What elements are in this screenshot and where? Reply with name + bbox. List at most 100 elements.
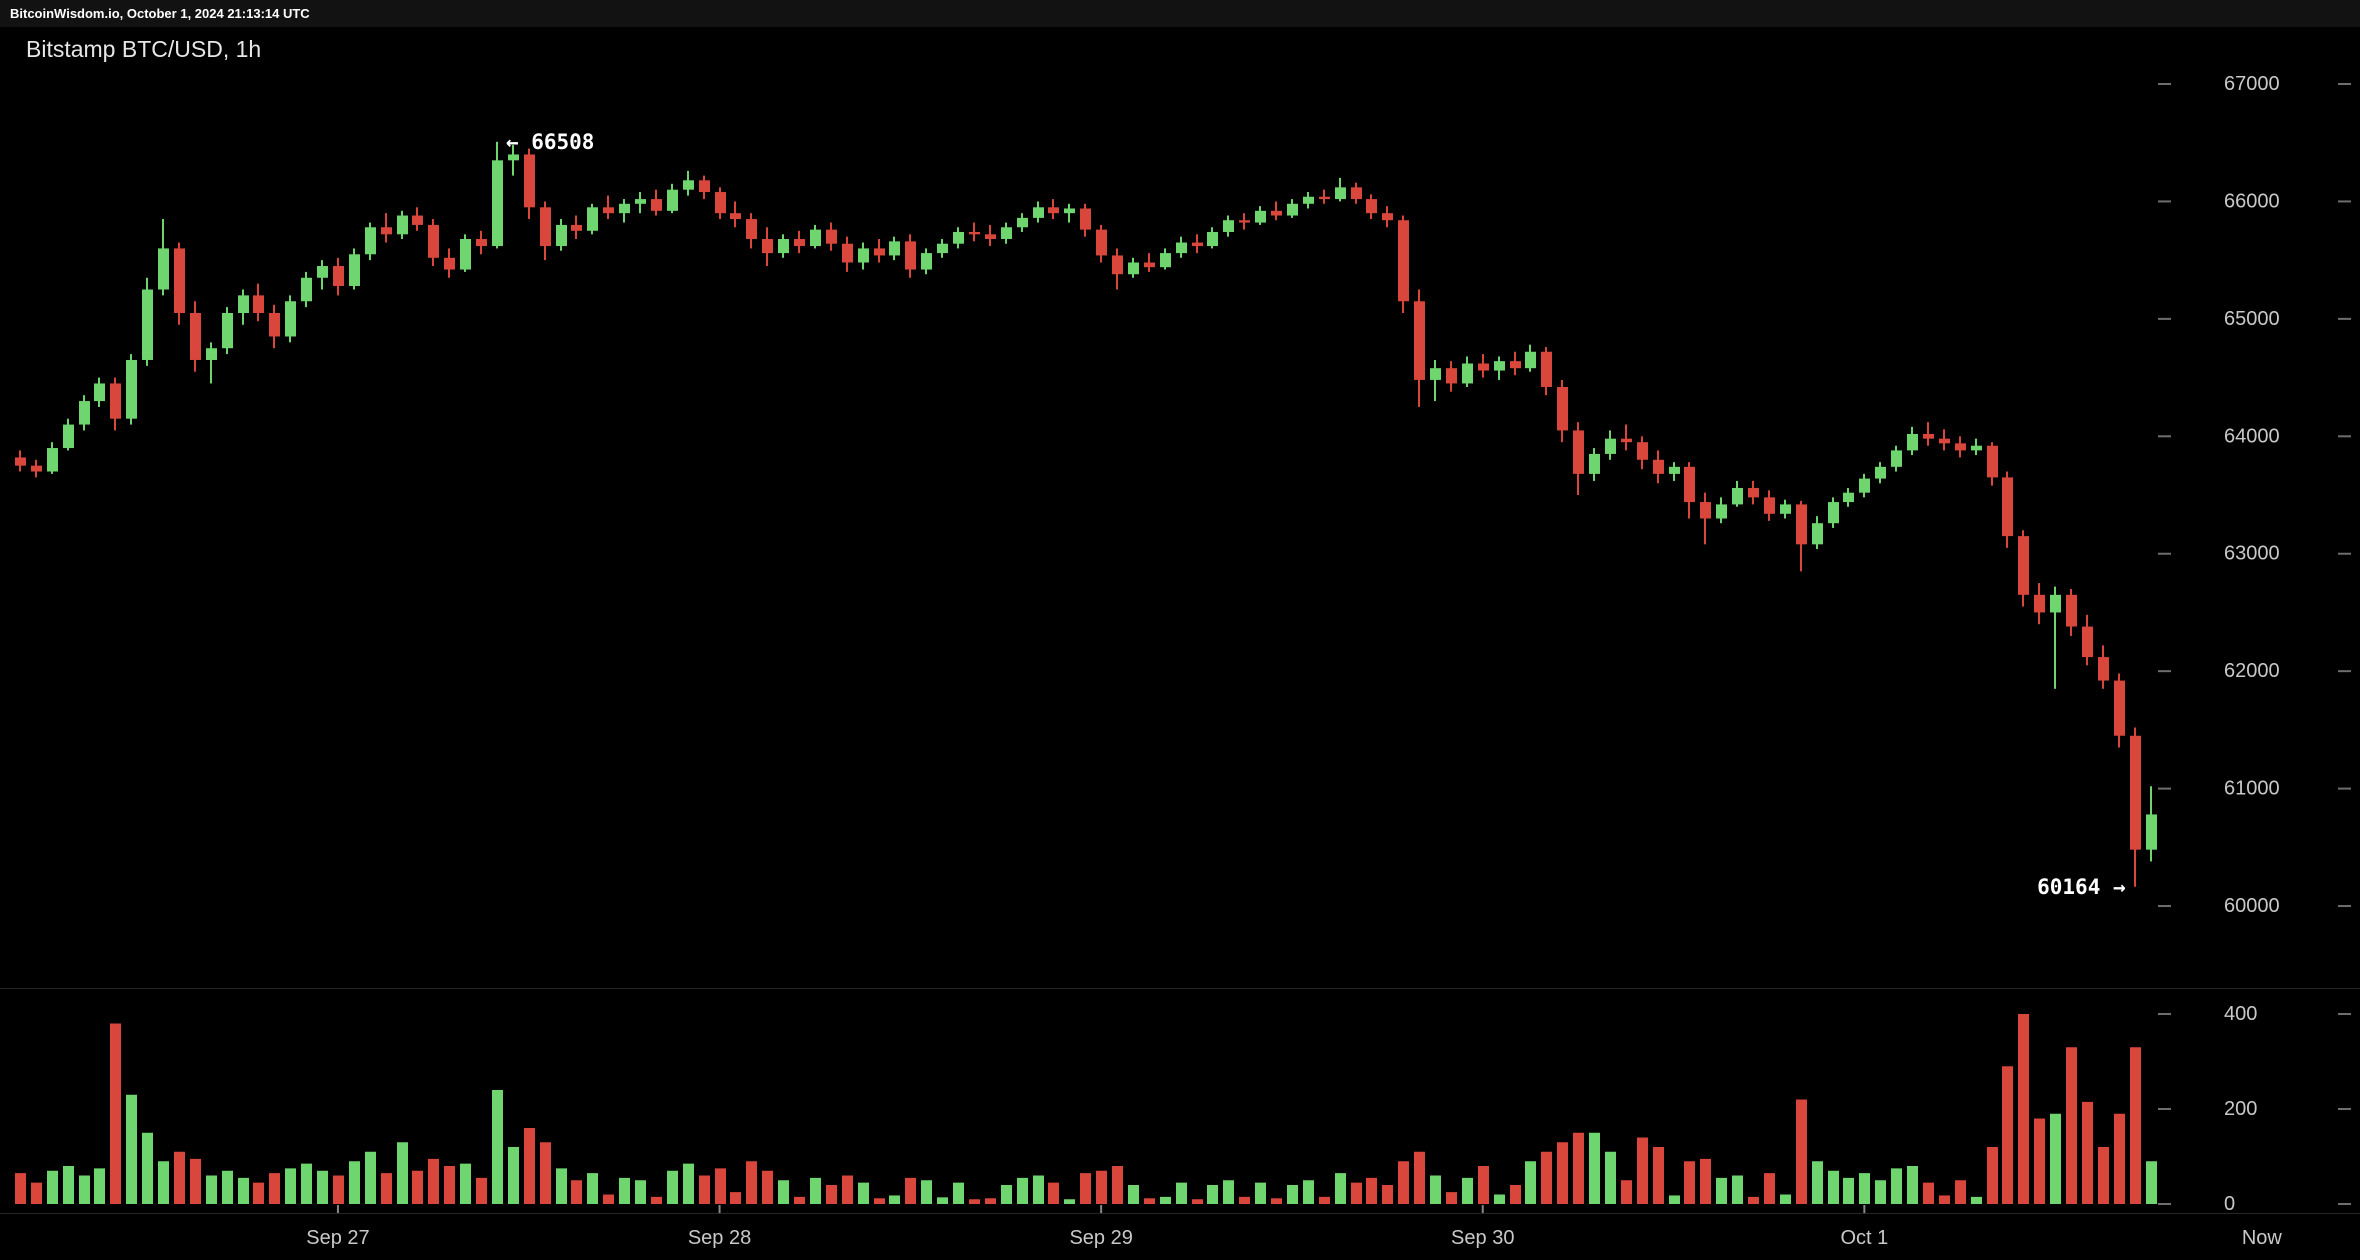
volume-bar-down: [174, 1151, 185, 1204]
volume-bar-down: [253, 1182, 264, 1204]
candle-up: [1971, 445, 1982, 451]
volume-bar-up: [460, 1163, 471, 1204]
candle-down: [905, 241, 916, 270]
price-axis-label: 61000: [2224, 778, 2280, 800]
status-line: BitcoinWisdom.io, October 1, 2024 21:13:…: [10, 6, 310, 21]
candle-down: [715, 192, 726, 214]
candle-up: [556, 224, 567, 247]
candle-up: [222, 312, 233, 349]
candle-down: [1573, 430, 1584, 474]
price-tick-dash-right: [2338, 200, 2351, 203]
volume-bar-down: [1541, 1151, 1552, 1204]
volume-bar-down: [699, 1175, 710, 1204]
volume-bar-down: [31, 1182, 42, 1204]
price-axis-label: 65000: [2224, 308, 2280, 330]
volume-bar-down: [1382, 1185, 1393, 1204]
volume-bar-down: [1987, 1147, 1998, 1204]
candle-down: [269, 312, 280, 337]
candle-down: [1621, 438, 1632, 443]
candle-down: [2066, 594, 2077, 627]
volume-bar-down: [1351, 1182, 1362, 1204]
volume-bar-down: [794, 1196, 805, 1204]
candle-up: [937, 243, 948, 254]
candle-up: [1859, 478, 1870, 493]
candle-down: [444, 257, 455, 270]
volume-bar-down: [1446, 1192, 1457, 1204]
candle-down: [794, 239, 805, 247]
volume-tick-dash-right: [2338, 1108, 2351, 1110]
volume-axis-label: 200: [2224, 1098, 2257, 1120]
volume-axis-baseline: [0, 1213, 2360, 1214]
volume-bar-down: [730, 1192, 741, 1204]
candle-up: [1064, 208, 1075, 214]
candle-up: [1812, 523, 1823, 545]
price-axis-label: 66000: [2224, 190, 2280, 212]
candle-up: [1335, 187, 1346, 200]
volume-bar-down: [444, 1166, 455, 1204]
candle-up: [1780, 504, 1791, 514]
candle-up: [587, 207, 598, 231]
candle-down: [1955, 443, 1966, 451]
price-axis-label: 67000: [2224, 73, 2280, 95]
volume-bar-down: [2002, 1066, 2013, 1204]
volume-bar-up: [1812, 1161, 1823, 1204]
volume-bar-up: [778, 1180, 789, 1204]
candle-down: [1923, 433, 1934, 439]
volume-bar-down: [826, 1185, 837, 1204]
volume-bar-down: [15, 1173, 26, 1204]
price-tick-dash-right: [2338, 670, 2351, 673]
candle-up: [1303, 196, 1314, 204]
candle-down: [842, 243, 853, 263]
price-volume-separator: [0, 988, 2360, 989]
candle-down: [874, 248, 885, 256]
candle-down: [1748, 487, 1759, 498]
volume-bar-up: [1589, 1132, 1600, 1204]
volume-bar-down: [333, 1175, 344, 1204]
candle-up: [142, 289, 153, 360]
candle-down: [1653, 459, 1664, 474]
volume-bar-up: [47, 1170, 58, 1204]
price-axis-label: 63000: [2224, 543, 2280, 565]
volume-bar-down: [2114, 1113, 2125, 1204]
candle-down: [524, 154, 535, 208]
volume-bar-up: [285, 1168, 296, 1204]
day-tick: [1481, 1205, 1484, 1213]
price-tick-dash-right: [2338, 552, 2351, 555]
candle-down: [2114, 680, 2125, 736]
candle-up: [1716, 504, 1727, 519]
volume-bar-down: [476, 1177, 487, 1204]
volume-bar-up: [365, 1151, 376, 1204]
volume-bar-up: [142, 1132, 153, 1204]
candle-up: [460, 239, 471, 270]
volume-bar-up: [619, 1177, 630, 1204]
volume-bar-up: [508, 1147, 519, 1204]
candle-down: [1271, 210, 1282, 216]
volume-bar-down: [1939, 1195, 1950, 1204]
candle-down: [1080, 208, 1091, 230]
candle-down: [1112, 255, 1123, 275]
price-axis-label: 62000: [2224, 660, 2280, 682]
volume-bar-down: [2082, 1101, 2093, 1204]
candle-up: [953, 231, 964, 244]
day-tick: [336, 1205, 339, 1213]
candle-up: [1605, 438, 1616, 454]
candle-up: [858, 248, 869, 263]
volume-bar-down: [2130, 1047, 2141, 1204]
price-tick-dash: [2158, 435, 2171, 438]
volume-bar-down: [874, 1198, 885, 1204]
volume-bar-down: [1319, 1196, 1330, 1204]
volume-bar-up: [1335, 1173, 1346, 1204]
candle-up: [158, 248, 169, 290]
candle-up: [63, 424, 74, 449]
price-tick-dash: [2158, 200, 2171, 203]
candle-down: [826, 229, 837, 244]
day-tick: [1100, 1205, 1103, 1213]
candle-up: [810, 229, 821, 247]
volume-bar-up: [1669, 1195, 1680, 1204]
volume-bar-up: [1160, 1196, 1171, 1204]
candle-up: [1160, 253, 1171, 268]
candle-down: [190, 312, 201, 360]
price-tick-dash: [2158, 552, 2171, 555]
candle-up: [1875, 466, 1886, 479]
